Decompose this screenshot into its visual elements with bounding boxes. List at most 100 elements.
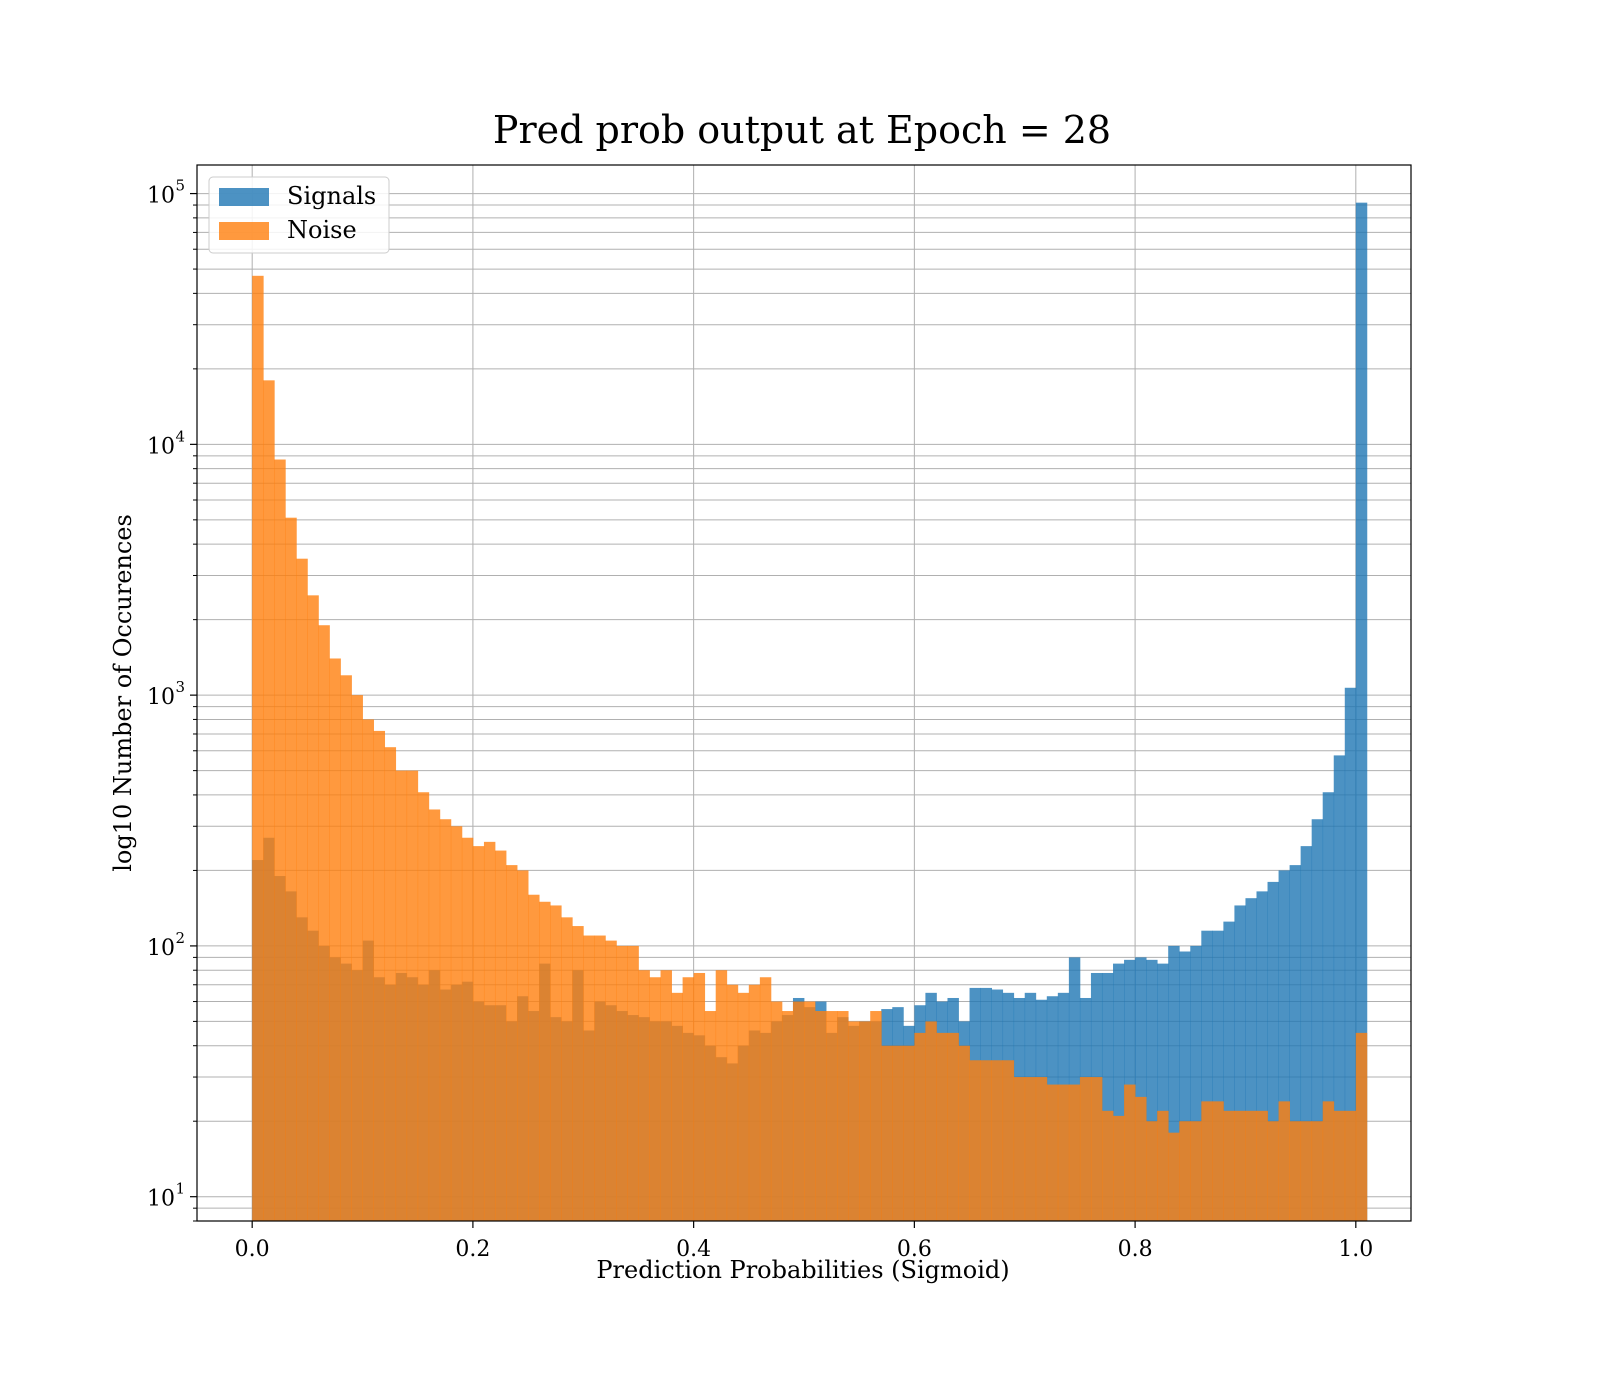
noise-bar [285,517,297,1221]
noise-bar [870,1011,882,1221]
noise-bar [483,841,496,1221]
noise-bar [329,658,341,1221]
noise-bar [517,870,529,1221]
noise-bar [1135,1096,1147,1221]
noise-bar [726,984,739,1221]
noise-bar [770,1001,783,1221]
noise-bar [528,894,540,1221]
noise-bar [1256,1110,1268,1221]
y-tick-label: 10 [147,1187,175,1212]
noise-bar [550,905,562,1221]
noise-bar [395,770,408,1221]
noise-bar [660,970,672,1221]
noise-bar [373,730,386,1221]
noise-bar [958,1045,970,1221]
noise-bar [1322,1101,1335,1221]
noise-bar [1300,1121,1313,1221]
signals-bar [1234,905,1246,1221]
x-tick-label: 0.0 [235,1237,270,1262]
signals-bar [1355,202,1368,1222]
noise-bar [439,819,452,1221]
x-tick-label: 0.2 [455,1237,490,1262]
noise-bar [594,935,606,1221]
noise-bar [1278,1101,1290,1221]
signals-bar [1278,870,1290,1221]
noise-bar [1190,1121,1202,1221]
plot-frame [196,164,1412,1222]
noise-bar [1212,1101,1224,1221]
noise-bar [737,992,750,1221]
noise-bar [572,926,584,1221]
signals-bar [1157,963,1169,1221]
noise-bar [1101,1110,1114,1221]
noise-bar [417,792,430,1221]
noise-bar [1046,1084,1059,1221]
noise-bar [1113,1115,1125,1221]
signals-bar [1190,945,1202,1221]
noise-bar [715,970,728,1221]
x-tick-label: 0.8 [1118,1237,1153,1262]
signals-bar [1344,687,1357,1221]
y-tick-exponent: 1 [175,1180,185,1198]
y-tick-exponent: 5 [175,177,185,195]
noise-bar [362,719,374,1221]
y-tick-label: 10 [147,685,175,710]
noise-bar [925,1021,937,1221]
noise-bar [1068,1084,1081,1221]
noise-bar [804,1001,816,1221]
noise-bar [1079,1077,1092,1221]
noise-bar [693,972,706,1221]
noise-bar [1201,1101,1213,1221]
noise-bar [274,459,286,1221]
signals-bar [1322,792,1335,1221]
noise-bar [1146,1121,1158,1221]
noise-bar [1124,1084,1136,1221]
signals-bar [1179,951,1191,1221]
noise-bar [848,1021,860,1221]
signals-bar [1300,846,1313,1221]
legend-swatch-noise [219,222,269,240]
y-tick-label: 10 [147,184,175,209]
noise-bar [1289,1121,1302,1221]
noise-bar [616,945,628,1221]
noise-bars [252,275,1368,1222]
noise-bar [759,977,772,1221]
signals-bar [1311,819,1324,1221]
signals-bar [1201,930,1213,1221]
y-tick-exponent: 4 [175,427,185,445]
x-axis-label: Prediction Probabilities (Sigmoid) [596,1256,1009,1284]
noise-bar [826,1011,838,1221]
noise-bar [936,1032,948,1221]
noise-bar [881,1045,893,1221]
noise-bar [991,1060,1004,1221]
noise-bar [561,917,573,1221]
noise-bar [472,846,485,1221]
noise-bar [1090,1077,1103,1221]
noise-bar [682,977,695,1221]
noise-bar [1035,1077,1048,1221]
noise-bar [969,1060,981,1221]
noise-bar [263,380,275,1222]
y-tick-exponent: 2 [175,929,185,947]
legend-label-signals: Signals [287,182,376,210]
noise-bar [1267,1121,1279,1221]
signals-bar [1256,891,1268,1221]
noise-bar [914,1032,926,1221]
signals-bar [1267,881,1279,1221]
noise-bar [671,992,683,1221]
signals-bar [1135,957,1147,1221]
noise-bar [450,826,463,1221]
noise-bar [296,558,308,1221]
noise-bar [781,1011,794,1221]
x-tick-label: 1.0 [1338,1237,1373,1262]
noise-bar [539,901,551,1221]
noise-bar [903,1045,915,1221]
signals-bar [1146,959,1158,1221]
noise-bar [1057,1084,1070,1221]
y-axis-label: log10 Number of Occurences [109,514,137,872]
noise-bar [1234,1110,1246,1221]
noise-bar [351,695,363,1221]
noise-bar [307,595,319,1221]
